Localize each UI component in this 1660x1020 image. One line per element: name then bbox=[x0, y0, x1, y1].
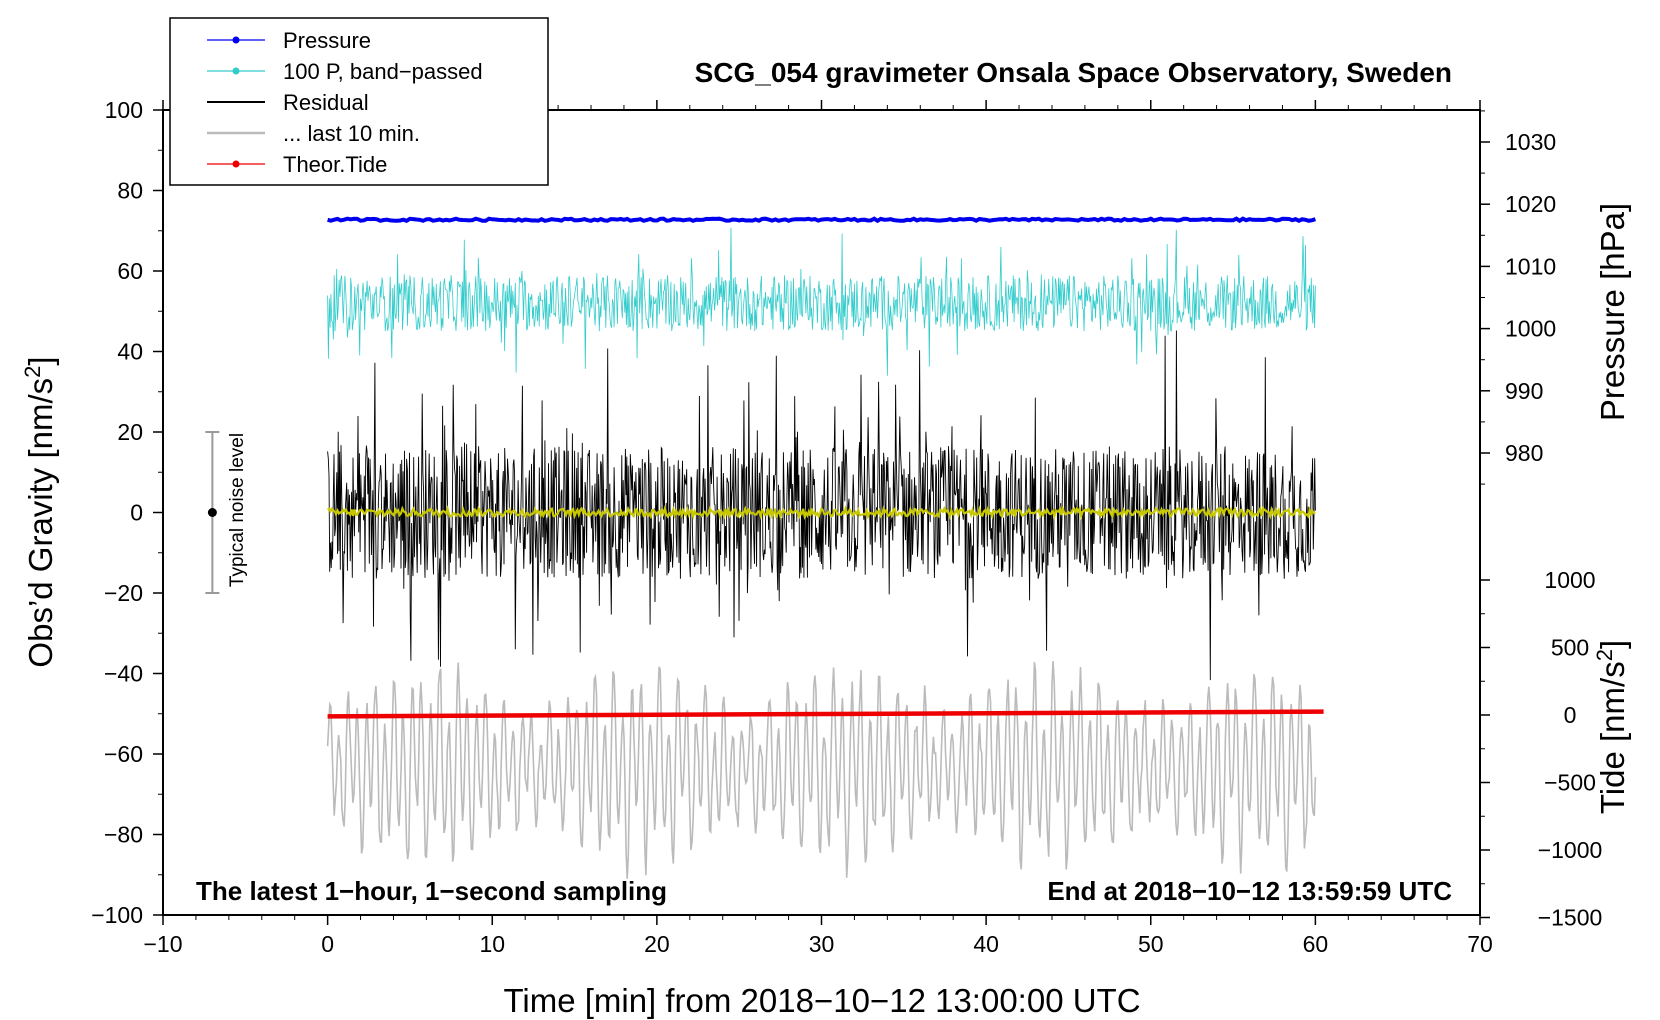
y-left-ticks: −100 −80 −60 −40 −20 0 20 40 60 80 100 bbox=[91, 97, 163, 928]
series-pressure bbox=[327, 216, 1316, 224]
y-right-pressure-ticks: 980 990 1000 1010 1020 1030 bbox=[1479, 110, 1556, 485]
noise-label: Typical noise level bbox=[227, 433, 248, 587]
y-left-tick-label: 80 bbox=[117, 178, 143, 204]
pressure-tick-label: 980 bbox=[1505, 440, 1543, 466]
y-left-tick-label: −100 bbox=[91, 902, 143, 928]
tide-tick-label: −1500 bbox=[1538, 905, 1603, 931]
y-left-tick-label: −60 bbox=[104, 741, 143, 767]
x-tick-label: 10 bbox=[479, 931, 505, 957]
y-left-tick-label: 100 bbox=[105, 97, 143, 123]
legend-marker-pressure bbox=[232, 36, 240, 44]
x-tick-label: 60 bbox=[1303, 931, 1329, 957]
x-tick-label: 30 bbox=[809, 931, 835, 957]
y-left-tick-label: −40 bbox=[104, 661, 143, 687]
noise-bar-center bbox=[207, 508, 217, 517]
x-tick-label: 50 bbox=[1138, 931, 1164, 957]
legend-marker-tide bbox=[232, 160, 240, 168]
series-residual-smoothed bbox=[327, 504, 1316, 521]
x-tick-label: 70 bbox=[1467, 931, 1493, 957]
pressure-tick-label: 1000 bbox=[1505, 316, 1556, 342]
series-residual bbox=[327, 330, 1316, 681]
y-left-axis-title: Obs’d Gravity [nm/s2] bbox=[20, 356, 59, 667]
legend-marker-bandpassed bbox=[232, 67, 240, 75]
tide-title-end: ] bbox=[1594, 640, 1631, 649]
x-tick-label: 0 bbox=[321, 931, 334, 957]
y-left-tick-label: −20 bbox=[104, 580, 143, 606]
pressure-tick-label: 1010 bbox=[1505, 253, 1556, 279]
tide-tick-label: −500 bbox=[1544, 770, 1596, 796]
tide-title-main: Tide [nm/s bbox=[1594, 661, 1631, 814]
bottom-left-annotation: The latest 1−hour, 1−second sampling bbox=[196, 876, 667, 906]
tide-tick-label: −1000 bbox=[1538, 837, 1603, 863]
tide-axis-title: Tide [nm/s2] bbox=[1592, 640, 1631, 814]
y-left-tick-label: 0 bbox=[130, 500, 143, 526]
x-axis-title: Time [min] from 2018−10−12 13:00:00 UTC bbox=[503, 982, 1140, 1019]
y-right-tide-ticks: −1500 −1000 −500 0 500 1000 bbox=[1480, 567, 1602, 931]
tide-tick-label: 1000 bbox=[1544, 567, 1595, 593]
series-last-10-min bbox=[326, 661, 1317, 879]
y-left-title-end: ] bbox=[22, 356, 59, 365]
x-tick-label: 20 bbox=[644, 931, 670, 957]
y-left-tick-label: 40 bbox=[117, 339, 143, 365]
pressure-tick-label: 1020 bbox=[1505, 191, 1556, 217]
y-left-tick-label: −80 bbox=[104, 822, 143, 848]
tide-title-sup: 2 bbox=[1592, 649, 1617, 661]
noise-bar bbox=[205, 431, 220, 594]
x-tick-label: −10 bbox=[143, 931, 182, 957]
data-layer bbox=[326, 216, 1324, 879]
chart-title: SCG_054 gravimeter Onsala Space Observat… bbox=[695, 57, 1452, 88]
y-left-tick-label: 20 bbox=[117, 419, 143, 445]
y-left-tick-label: 60 bbox=[117, 258, 143, 284]
y-left-title-sup: 2 bbox=[20, 366, 45, 378]
tide-tick-label: 0 bbox=[1564, 702, 1577, 728]
y-left-title-main: Obs’d Gravity [nm/s bbox=[22, 378, 59, 668]
legend-label-last10: ... last 10 min. bbox=[283, 121, 420, 146]
pressure-axis-title: Pressure [hPa] bbox=[1594, 203, 1631, 421]
legend-label-tide: Theor.Tide bbox=[283, 152, 387, 177]
legend-label-residual: Residual bbox=[283, 90, 369, 115]
x-ticks: −10 0 10 20 30 40 50 60 70 bbox=[143, 100, 1493, 957]
legend-label-bandpassed: 100 P, band−passed bbox=[283, 59, 483, 84]
legend-label-pressure: Pressure bbox=[283, 28, 371, 53]
series-bandpassed bbox=[327, 227, 1316, 376]
pressure-tick-label: 1030 bbox=[1505, 129, 1556, 155]
bottom-right-annotation: End at 2018−10−12 13:59:59 UTC bbox=[1047, 876, 1452, 906]
series-theor-tide bbox=[327, 709, 1324, 719]
x-tick-label: 40 bbox=[973, 931, 999, 957]
tide-tick-label: 500 bbox=[1551, 635, 1589, 661]
pressure-tick-label: 990 bbox=[1505, 378, 1543, 404]
legend: Pressure 100 P, band−passed Residual ...… bbox=[169, 17, 549, 186]
